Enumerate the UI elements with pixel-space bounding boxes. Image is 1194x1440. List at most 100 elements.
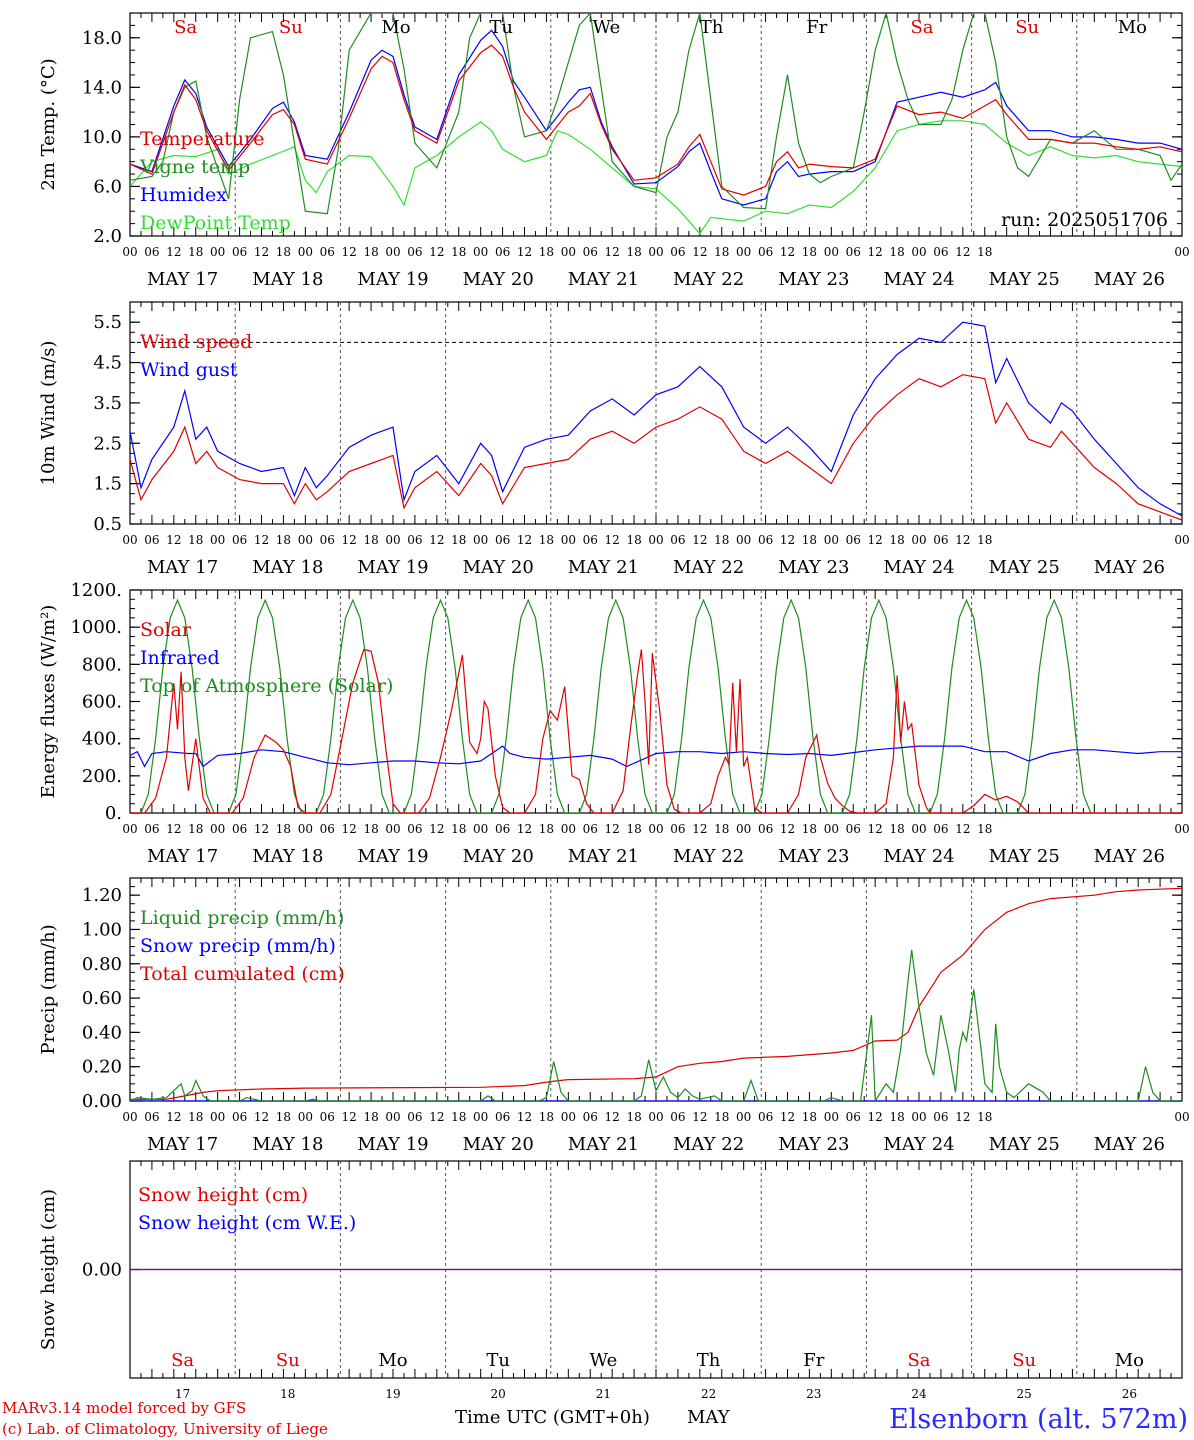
x-hour-label: 00 bbox=[824, 1110, 839, 1124]
x-hour-label: 06 bbox=[320, 822, 335, 836]
x-date-label: MAY 17 bbox=[147, 557, 218, 578]
x-hour-label: 12 bbox=[254, 1110, 269, 1124]
x-hour-label: 06 bbox=[933, 1110, 948, 1124]
model-credit: MARv3.14 model forced by GFS bbox=[2, 1399, 246, 1417]
x-hour-label: 12 bbox=[780, 245, 795, 259]
day-number-label: 19 bbox=[385, 1387, 400, 1401]
y-tick-label: 0.00 bbox=[82, 1260, 122, 1281]
x-date-label: MAY 21 bbox=[568, 557, 639, 578]
y-tick-label: 1.00 bbox=[82, 919, 122, 940]
x-hour-label: 06 bbox=[232, 245, 247, 259]
y-tick-label: 2.0 bbox=[93, 226, 122, 247]
x-hour-label: 18 bbox=[363, 533, 378, 547]
x-hour-label: 12 bbox=[517, 822, 532, 836]
legend-entry: Wind speed bbox=[140, 331, 252, 353]
x-hour-label: 06 bbox=[846, 245, 861, 259]
x-hour-label: 06 bbox=[407, 1110, 422, 1124]
x-hour-label: 12 bbox=[955, 1110, 970, 1124]
day-number-label: 25 bbox=[1017, 1387, 1032, 1401]
x-hour-label: 12 bbox=[868, 245, 883, 259]
x-hour-label: 06 bbox=[583, 822, 598, 836]
series-line-infrared bbox=[130, 745, 1182, 768]
x-hour-label: 12 bbox=[868, 533, 883, 547]
x-date-label: MAY 23 bbox=[778, 557, 849, 578]
x-hour-label: 06 bbox=[933, 533, 948, 547]
day-number-label: 17 bbox=[175, 1387, 190, 1401]
time-axis-label: Time UTC (GMT+0h) bbox=[455, 1407, 650, 1428]
x-hour-label: 18 bbox=[802, 533, 817, 547]
y-tick-label: 6.0 bbox=[93, 176, 122, 197]
x-hour-label: 06 bbox=[583, 1110, 598, 1124]
x-hour-label: 18 bbox=[714, 245, 729, 259]
x-hour-label: 18 bbox=[977, 533, 992, 547]
x-hour-label: 06 bbox=[320, 533, 335, 547]
legend-entry: Snow height (cm W.E.) bbox=[138, 1212, 356, 1234]
weekday-label-top: We bbox=[593, 17, 621, 38]
y-tick-label: 1000. bbox=[70, 617, 122, 638]
weekday-label-bottom: Tu bbox=[486, 1350, 510, 1371]
weekday-label-top: Tu bbox=[489, 17, 513, 38]
weekday-label-top: Fr bbox=[806, 17, 827, 38]
x-hour-label: 12 bbox=[429, 245, 444, 259]
x-date-label: MAY 21 bbox=[568, 1134, 639, 1155]
x-hour-label: 06 bbox=[495, 822, 510, 836]
x-hour-label: 06 bbox=[144, 1110, 159, 1124]
x-hour-label: 06 bbox=[495, 245, 510, 259]
series-line-liquid-precip-mm-h- bbox=[130, 949, 1182, 1101]
x-hour-label: 18 bbox=[889, 533, 904, 547]
x-date-label: MAY 18 bbox=[252, 846, 323, 867]
x-hour-label: 06 bbox=[670, 822, 685, 836]
x-hour-label: 00 bbox=[736, 245, 751, 259]
x-hour-label: 00 bbox=[648, 1110, 663, 1124]
x-hour-label: 00 bbox=[385, 533, 400, 547]
x-hour-label: 06 bbox=[846, 822, 861, 836]
x-date-label: MAY 24 bbox=[883, 557, 954, 578]
y-tick-label: 0.20 bbox=[82, 1057, 122, 1078]
x-hour-label: 06 bbox=[407, 533, 422, 547]
x-hour-label: 06 bbox=[144, 822, 159, 836]
y-tick-label: 1200. bbox=[70, 580, 122, 601]
x-hour-label: 12 bbox=[166, 245, 181, 259]
panel-frame bbox=[129, 589, 1183, 814]
day-number-label: 24 bbox=[911, 1387, 927, 1401]
y-axis-label: Energy fluxes (W/m²) bbox=[38, 605, 59, 799]
weekday-label-bottom: Sa bbox=[171, 1350, 194, 1371]
x-hour-label: 12 bbox=[605, 822, 620, 836]
x-hour-label: 06 bbox=[933, 822, 948, 836]
x-date-label: MAY 23 bbox=[778, 846, 849, 867]
x-hour-label: 00 bbox=[1174, 822, 1189, 836]
weekday-label-bottom: We bbox=[590, 1350, 618, 1371]
legend-entry: Top of Atmosphere (Solar) bbox=[140, 675, 393, 697]
x-hour-label: 06 bbox=[758, 822, 773, 836]
x-hour-label: 00 bbox=[473, 822, 488, 836]
x-hour-label: 00 bbox=[473, 245, 488, 259]
x-hour-label: 18 bbox=[626, 1110, 641, 1124]
x-date-label: MAY 26 bbox=[1094, 1134, 1165, 1155]
x-hour-label: 06 bbox=[407, 245, 422, 259]
x-date-label: MAY 24 bbox=[883, 846, 954, 867]
x-date-label: MAY 17 bbox=[147, 846, 218, 867]
legend-entry: DewPoint Temp bbox=[140, 212, 291, 234]
x-hour-label: 12 bbox=[780, 822, 795, 836]
x-hour-label: 18 bbox=[977, 245, 992, 259]
x-hour-label: 00 bbox=[736, 533, 751, 547]
x-hour-label: 06 bbox=[144, 533, 159, 547]
x-date-label: MAY 22 bbox=[673, 846, 744, 867]
x-date-label: MAY 22 bbox=[673, 1134, 744, 1155]
series-line-wind-speed bbox=[130, 374, 1182, 521]
x-hour-label: 18 bbox=[276, 822, 291, 836]
legend-entry: Vigne temp bbox=[139, 156, 250, 178]
y-tick-label: 0.40 bbox=[82, 1022, 122, 1043]
x-hour-label: 12 bbox=[342, 245, 357, 259]
x-hour-label: 12 bbox=[517, 1110, 532, 1124]
y-tick-label: 800. bbox=[82, 654, 122, 675]
day-number-label: 23 bbox=[806, 1387, 821, 1401]
x-hour-label: 18 bbox=[714, 533, 729, 547]
x-hour-label: 12 bbox=[692, 1110, 707, 1124]
weekday-label-bottom: Mo bbox=[378, 1350, 407, 1371]
x-hour-label: 06 bbox=[407, 822, 422, 836]
panel-2: 0.5 1.5 2.5 3.5 4.5 5.5 10m Wind (m/s) Wind spe… bbox=[38, 301, 1190, 578]
x-hour-label: 18 bbox=[363, 1110, 378, 1124]
panel-frame bbox=[129, 12, 1183, 237]
